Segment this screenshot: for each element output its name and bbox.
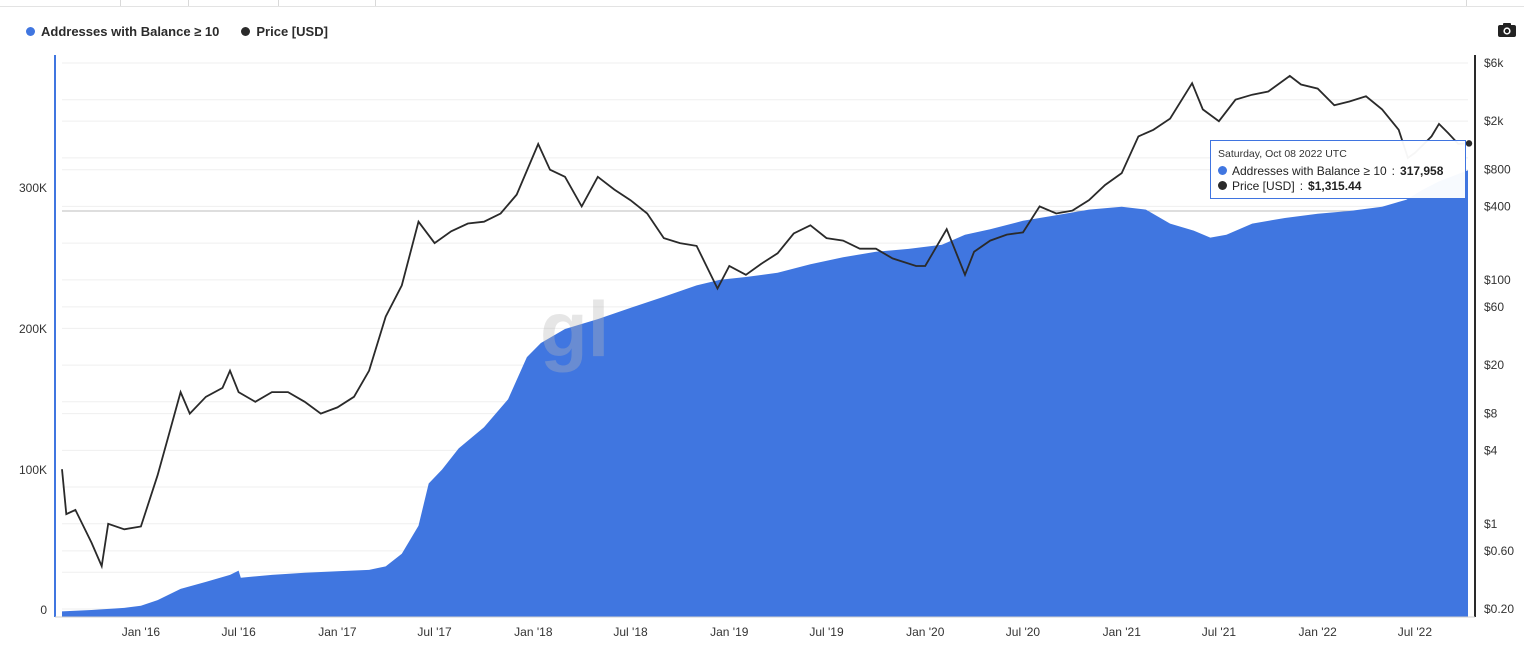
y-tick-label: 100K xyxy=(19,463,47,477)
watermark: gl xyxy=(540,285,609,373)
y2-tick-label: $20 xyxy=(1484,358,1504,372)
x-tick-label: Jul '21 xyxy=(1202,625,1237,639)
x-tick-label: Jan '22 xyxy=(1299,625,1338,639)
y2-tick-label: $4 xyxy=(1484,443,1498,457)
price-line xyxy=(61,74,1469,570)
tooltip-colon: : xyxy=(1391,163,1396,178)
x-tick-label: Jan '19 xyxy=(710,625,749,639)
x-tick-label: Jan '18 xyxy=(514,625,553,639)
y2-tick-label: $0.60 xyxy=(1484,544,1514,558)
x-tick-label: Jul '18 xyxy=(613,625,648,639)
tooltip-row-price: Price [USD]: $1,315.44 xyxy=(1218,178,1458,193)
y2-tick-label: $60 xyxy=(1484,300,1504,314)
y2-tick-label: $8 xyxy=(1484,407,1498,421)
tooltip-dot xyxy=(1218,181,1227,190)
tooltip-series2-label: Price [USD] xyxy=(1232,178,1295,193)
legend-dot xyxy=(241,27,251,36)
x-tick-label: Jan '16 xyxy=(122,625,161,639)
y2-tick-label: $800 xyxy=(1484,163,1511,177)
hover-point xyxy=(1464,138,1474,149)
tooltip-date: Saturday, Oct 08 2022 UTC xyxy=(1218,148,1347,160)
addresses-area xyxy=(62,170,1468,618)
chart-legend: Addresses with Balance ≥ 10 Price [USD] xyxy=(26,24,328,39)
legend-dot xyxy=(26,27,35,36)
tooltip: Saturday, Oct 08 2022 UTC Addresses with… xyxy=(1210,140,1466,199)
tooltip-row-addresses: Addresses with Balance ≥ 10: 317,958 xyxy=(1218,163,1458,178)
y-tick-label: 0 xyxy=(40,603,47,617)
toolbar-divider xyxy=(375,0,376,6)
y2-tick-label: $6k xyxy=(1484,56,1504,70)
y-tick-label: 300K xyxy=(19,181,47,195)
tooltip-colon: : xyxy=(1299,178,1304,193)
tooltip-series2-value: $1,315.44 xyxy=(1308,178,1362,193)
tooltip-series1-label: Addresses with Balance ≥ 10 xyxy=(1232,163,1387,178)
y2-tick-label: $400 xyxy=(1484,199,1511,213)
x-tick-label: Jul '19 xyxy=(809,625,844,639)
y2-tick-label: $1 xyxy=(1484,517,1498,531)
x-axis-ticks: Jan '16 Jul '16 Jan '17 Jul '17 Jan '18 Jul '… xyxy=(122,625,1433,639)
y2-tick-label: $2k xyxy=(1484,114,1504,128)
toolbar-divider xyxy=(188,0,189,6)
x-tick-label: Jul '16 xyxy=(221,625,256,639)
x-tick-label: Jan '21 xyxy=(1103,625,1142,639)
x-tick-label: Jan '17 xyxy=(318,625,357,639)
y2-tick-label: $100 xyxy=(1484,273,1511,287)
legend-label: Price [USD] xyxy=(256,24,328,39)
x-tick-label: Jul '22 xyxy=(1398,625,1433,639)
legend-item-price[interactable]: Price [USD] xyxy=(241,24,328,39)
toolbar-divider xyxy=(278,0,279,6)
tooltip-dot xyxy=(1218,166,1227,175)
y-axis-ticks: 0 100K 200K 300K xyxy=(19,181,47,617)
axes xyxy=(54,55,1476,618)
y2-axis-ticks: $6k $2k $800 $400 $100 $60 $20 $8 $4 $1 $0.60 $0.20 xyxy=(1484,56,1514,616)
top-toolbar-strip xyxy=(0,0,1524,7)
camera-icon[interactable] xyxy=(1497,22,1517,38)
y2-tick-label: $0.20 xyxy=(1484,602,1514,616)
legend-item-addresses[interactable]: Addresses with Balance ≥ 10 xyxy=(26,24,219,39)
legend-label: Addresses with Balance ≥ 10 xyxy=(41,24,220,39)
x-tick-label: Jan '20 xyxy=(906,625,945,639)
y-tick-label: 200K xyxy=(19,322,47,336)
tooltip-series1-value: 317,958 xyxy=(1400,163,1444,178)
toolbar-divider xyxy=(1466,0,1467,6)
x-tick-label: Jul '17 xyxy=(417,625,452,639)
toolbar-divider xyxy=(120,0,121,6)
x-tick-label: Jul '20 xyxy=(1006,625,1041,639)
